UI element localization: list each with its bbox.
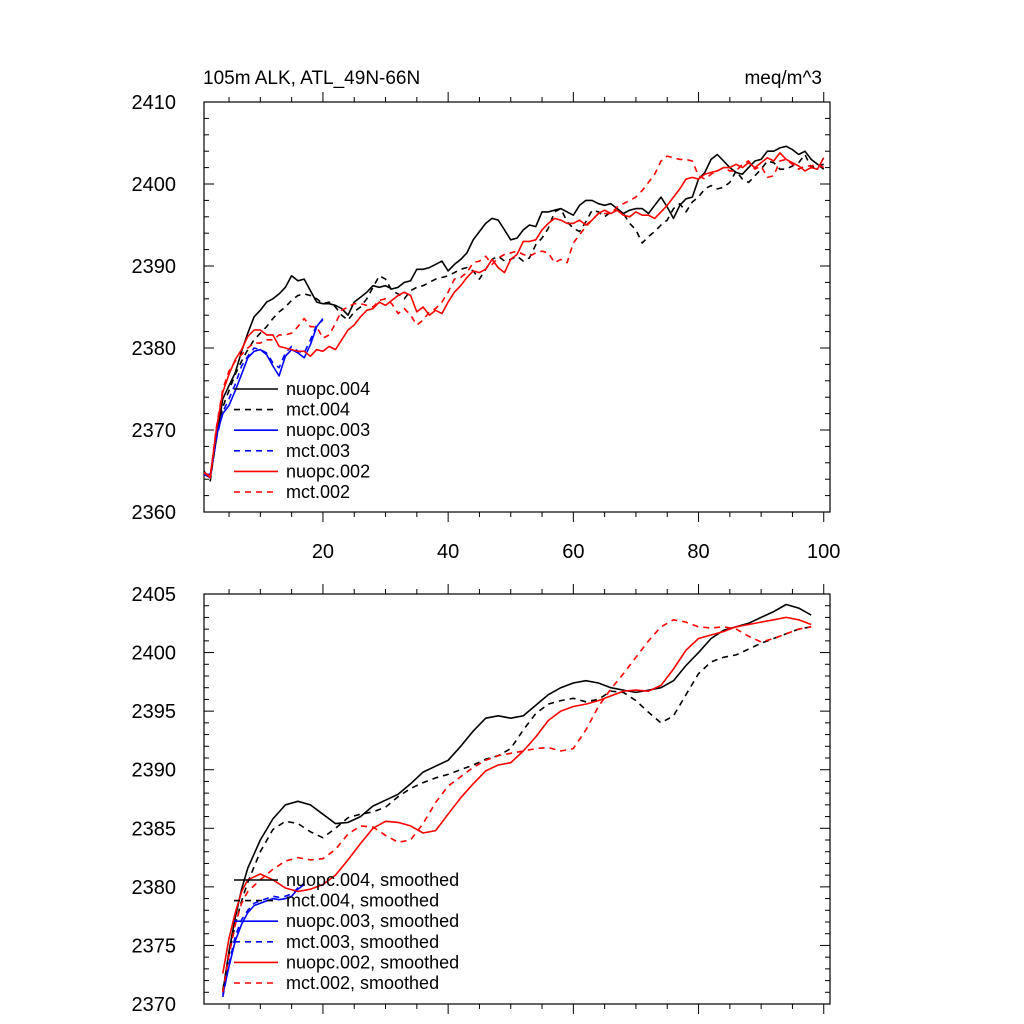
- y-tick-label: 2380: [132, 877, 177, 899]
- plot-frame: [203, 101, 831, 513]
- x-tick-label: 40: [437, 541, 459, 563]
- y-tick-label: 2370: [132, 994, 177, 1016]
- legend-label: mct.004, smoothed: [286, 891, 439, 911]
- legend-label: nuopc.004: [286, 379, 370, 399]
- x-tick-label: 80: [687, 541, 709, 563]
- series-line-mct-002: [204, 155, 825, 477]
- series-line-nuopc-002-smoothed: [222, 616, 812, 974]
- x-tick-label: 20: [312, 541, 334, 563]
- series-line-mct-003-smoothed: [222, 882, 305, 998]
- series-line-mct-004-smoothed: [222, 626, 812, 991]
- y-tick-label: 2410: [132, 92, 177, 114]
- y-tick-label: 2370: [132, 420, 177, 442]
- legend-label: mct.002: [286, 482, 350, 502]
- bottom-panel: 2370 2375 2380 2385 2390 2395 2400 2405 nuopc.00…: [132, 584, 831, 1016]
- legend: nuopc.004mct.004nuopc.003mct.003nuopc.00…: [234, 379, 370, 502]
- x-tick-label: 60: [562, 541, 584, 563]
- y-tick-label: 2400: [132, 174, 177, 196]
- legend-label: nuopc.002: [286, 461, 370, 481]
- legend-label: mct.003, smoothed: [286, 932, 439, 952]
- series-line-mct-003: [204, 319, 324, 479]
- legend-label: nuopc.003, smoothed: [286, 911, 459, 931]
- y-tick-label: 2400: [132, 643, 177, 665]
- series-line-mct-002-smoothed: [222, 618, 812, 993]
- legend-label: nuopc.003: [286, 420, 370, 440]
- series-lines: [222, 603, 812, 998]
- y-tick-label: 2360: [132, 502, 177, 524]
- legend-label: mct.004: [286, 400, 350, 420]
- series-line-nuopc-004: [204, 145, 825, 479]
- y-tick-label: 2390: [132, 256, 177, 278]
- series-line-nuopc-003-smoothed: [222, 883, 305, 995]
- y-tick-label: 2385: [132, 818, 177, 840]
- y-tick-label: 2395: [132, 701, 177, 723]
- series-lines: [204, 145, 825, 482]
- legend-label: nuopc.002, smoothed: [286, 952, 459, 972]
- legend-label: mct.003: [286, 441, 350, 461]
- y-tick-label: 2375: [132, 935, 177, 957]
- top-panel: 105m ALK, ATL_49N-66N meq/m^3 2360 2370 23…: [132, 68, 841, 563]
- plot-frame: [203, 593, 831, 1005]
- y-tick-label: 2390: [132, 760, 177, 782]
- legend-label: nuopc.004, smoothed: [286, 870, 459, 890]
- series-line-nuopc-004-smoothed: [222, 603, 812, 993]
- x-tick-label: 100: [807, 541, 840, 563]
- legend-label: mct.002, smoothed: [286, 973, 439, 993]
- chart-title: 105m ALK, ATL_49N-66N: [203, 68, 420, 89]
- y-tick-label: 2405: [132, 584, 177, 606]
- y-tick-label: 2380: [132, 338, 177, 360]
- units-label: meq/m^3: [744, 68, 822, 89]
